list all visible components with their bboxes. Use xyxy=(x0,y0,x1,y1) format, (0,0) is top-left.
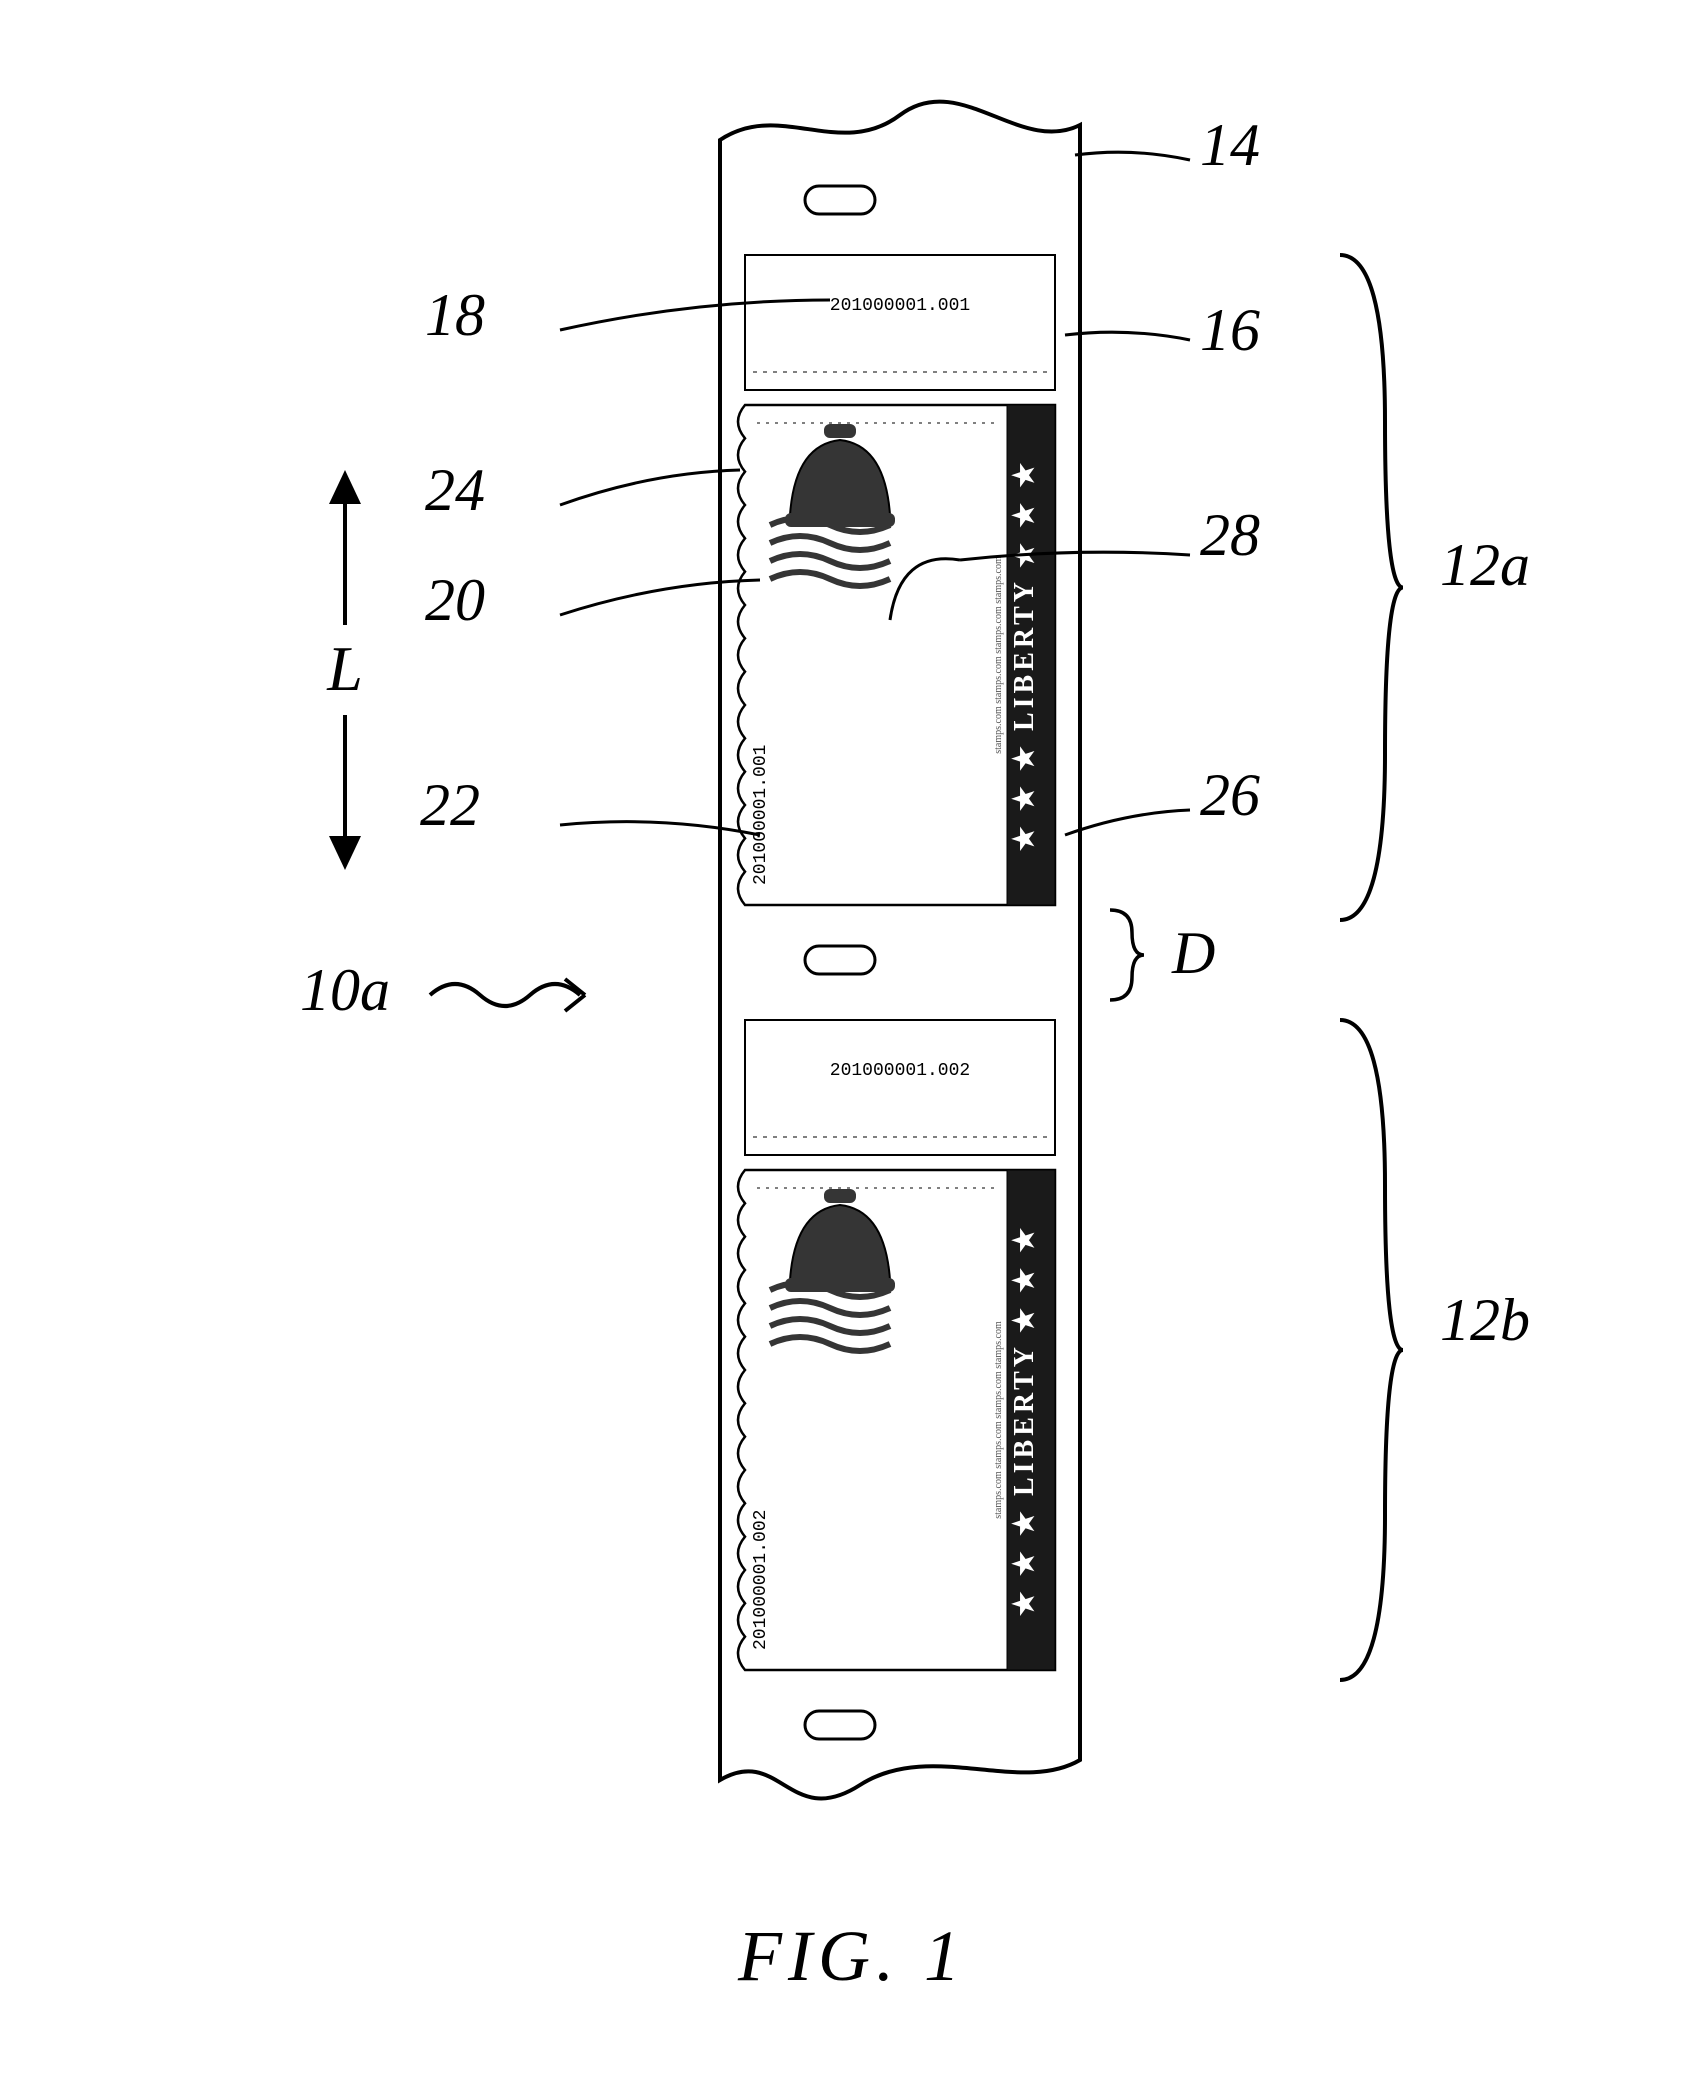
stamp-side-serial: 201000001.001 xyxy=(751,745,771,885)
sprocket-hole xyxy=(805,946,875,974)
strip-microtext: stamps.com stamps.com stamps.com stamps.… xyxy=(993,556,1004,754)
ref-label-26: 26 xyxy=(1200,762,1260,828)
ref-label-28: 28 xyxy=(1200,502,1260,568)
brace-label-12a: 12a xyxy=(1440,532,1530,598)
leader-26 xyxy=(1065,810,1190,835)
liberty-text: ★ ★ ★ LIBERTY ★ ★ ★ xyxy=(1009,1224,1040,1617)
squiggle-10a-arrow xyxy=(565,979,585,1011)
top-label-serial: 201000001.002 xyxy=(830,1061,970,1081)
ref-label-14: 14 xyxy=(1200,112,1260,178)
brace-label-12b: 12b xyxy=(1440,1287,1530,1353)
sprocket-hole xyxy=(805,1711,875,1739)
brace-12b xyxy=(1340,1020,1403,1680)
liberty-text: ★ ★ ★ LIBERTY ★ ★ ★ xyxy=(1009,459,1040,852)
brace-12a xyxy=(1340,255,1403,920)
ref-label-18: 18 xyxy=(425,282,485,348)
figure-caption: FIG. 1 xyxy=(737,1916,966,1996)
top-label-serial: 201000001.001 xyxy=(830,296,970,316)
leader-14 xyxy=(1075,152,1190,160)
stamp-side-serial: 201000001.002 xyxy=(751,1510,771,1650)
sprocket-hole xyxy=(805,186,875,214)
ref-label-16: 16 xyxy=(1200,297,1260,363)
L-arrow-head-down xyxy=(329,836,361,870)
ref-label-20: 20 xyxy=(425,567,485,633)
ref-label-24: 24 xyxy=(425,457,485,523)
ref-label-22: 22 xyxy=(420,772,480,838)
label-L: L xyxy=(326,633,363,704)
strip-microtext: stamps.com stamps.com stamps.com stamps.… xyxy=(993,1321,1004,1519)
leader-16 xyxy=(1065,332,1190,340)
L-arrow-head-up xyxy=(329,470,361,504)
label-10a: 10a xyxy=(300,957,390,1023)
leader-24 xyxy=(560,470,740,505)
brace-D xyxy=(1110,910,1144,1000)
label-D: D xyxy=(1171,920,1215,986)
squiggle-10a xyxy=(430,984,580,1006)
